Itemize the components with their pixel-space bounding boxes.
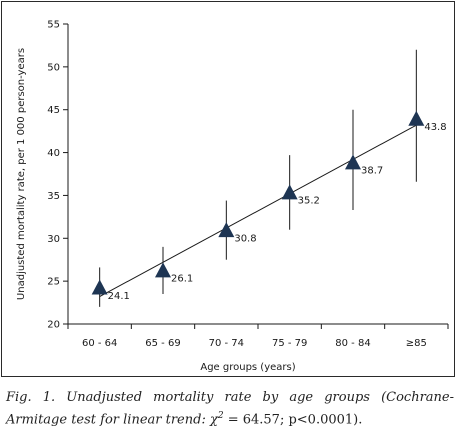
x-tick-label: 70 - 74	[209, 338, 244, 349]
trend-line	[99, 124, 417, 298]
triangle-marker	[218, 222, 235, 238]
caption-text: Fig. 1. Unadjusted mortality rate by age…	[6, 390, 454, 428]
data-label: 38.7	[361, 166, 383, 177]
y-tick-label: 55	[47, 20, 60, 31]
x-tick-label: ≥85	[406, 338, 427, 349]
x-axis-label: Age groups (years)	[200, 362, 295, 373]
x-tick-label: 75 - 79	[272, 338, 307, 349]
caption-stats: = 64.57; p<0.0001).	[223, 412, 363, 428]
triangle-marker	[91, 279, 108, 295]
data-label: 26.1	[171, 274, 193, 285]
y-tick-label: 40	[47, 148, 60, 159]
y-tick-label: 30	[47, 234, 60, 245]
triangle-marker	[345, 154, 361, 170]
data-label: 43.8	[424, 122, 446, 133]
y-tick-label: 25	[47, 277, 60, 288]
data-label: 30.8	[234, 233, 256, 244]
data-label: 35.2	[298, 196, 320, 207]
figure-caption: Fig. 1. Unadjusted mortality rate by age…	[6, 388, 454, 429]
error-bars	[99, 49, 417, 307]
mortality-chart: 20 25 30 35 40 45 50 55 60 - 64 65 - 69 70 - 74 75…	[16, 20, 449, 373]
caption-superscript: 2	[217, 411, 224, 421]
y-tick-label: 50	[47, 62, 60, 73]
figure-panel: 20 25 30 35 40 45 50 55 60 - 64 65 - 69 70 - 74 75…	[1, 1, 455, 377]
y-tick-label: 20	[47, 320, 60, 331]
x-axis-ticks: 60 - 64 65 - 69 70 - 74 75 - 79 80 - 84 ≥85	[67, 324, 449, 349]
data-label: 24.1	[108, 291, 130, 302]
y-tick-label: 45	[47, 105, 60, 116]
x-tick-label: 60 - 64	[82, 338, 117, 349]
y-tick-label: 35	[47, 191, 60, 202]
triangle-marker	[408, 110, 425, 126]
data-markers	[91, 110, 425, 295]
triangle-marker	[155, 262, 171, 278]
data-labels: 24.1 26.1 30.8 35.2 38.7 43.8	[108, 122, 447, 302]
x-tick-label: 65 - 69	[145, 338, 180, 349]
y-axis-label: Unadjusted mortality rate, per 1 000 per…	[16, 48, 27, 300]
x-tick-label: 80 - 84	[335, 338, 370, 349]
y-axis-ticks: 20 25 30 35 40 45 50 55	[47, 20, 68, 331]
axes	[67, 24, 448, 325]
triangle-marker	[281, 184, 298, 200]
trend-line-group	[99, 124, 417, 298]
